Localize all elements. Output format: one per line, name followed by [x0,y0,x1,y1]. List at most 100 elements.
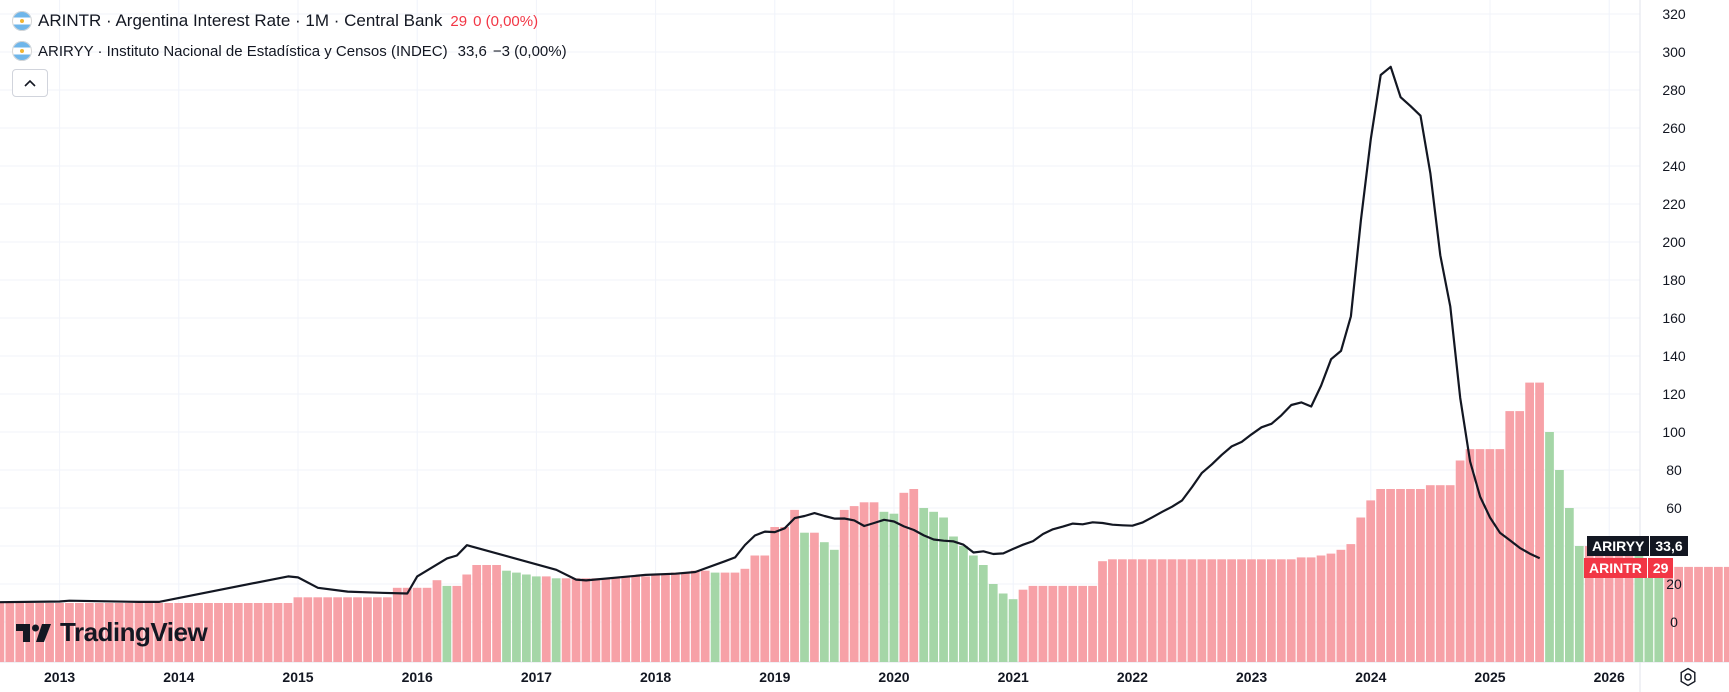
x-tick-label: 2026 [1594,669,1625,685]
arintr-bar [65,603,74,662]
arintr-bar [303,597,313,662]
arintr-bar [0,603,5,662]
arintr-bar [75,603,84,662]
arintr-bar [581,578,591,662]
arintr-bar [432,580,442,662]
arintr-bar [184,603,193,662]
arintr-bar [1048,585,1058,662]
arintr-bar [1485,449,1495,662]
tradingview-logo[interactable]: TradingView [14,617,208,648]
arintr-bar [1346,544,1356,662]
arintr-bar [392,587,402,662]
arintr-bar [293,597,303,662]
arintr-bar [1535,382,1544,662]
arintr-bar [1555,470,1564,662]
arintr-bar [1723,566,1729,662]
arintr-bar [104,603,114,662]
y-tick-label: 120 [1662,386,1686,402]
arintr-bar [680,572,690,662]
arintr-bar [1406,489,1415,662]
x-axis: 2013 2014 2015 2016 2017 2018 2019 2020 2021 2022… [44,669,1625,685]
y-tick-label: 80 [1666,462,1682,478]
settings-icon[interactable] [1678,667,1698,687]
arintr-bar [343,597,352,662]
arintr-bar [1356,517,1366,662]
legend-arintr-name: ARINTR · Argentina Interest Rate · 1M · … [38,11,443,30]
arintr-bar [988,584,998,662]
arintr-bar [452,585,462,662]
arintr-bar [1257,559,1266,662]
arintr-bar [214,603,223,662]
legend-ariryy-value: 33,6 [457,42,487,60]
arintr-bar [333,597,342,662]
arintr-bar [144,603,154,662]
arintr-bar [1187,559,1197,662]
x-tick-label: 2023 [1236,669,1267,685]
arintr-bar [1565,508,1574,662]
legend-arintr-change: 0 (0,00%) [473,12,539,30]
arintr-bar [849,506,859,662]
tradingview-logo-text: TradingView [60,617,208,647]
arintr-bar [531,576,541,662]
arintr-bar [114,603,124,662]
y-tick-label: 200 [1662,234,1686,250]
arintr-bar [224,603,233,662]
arintr-bar [1247,559,1256,662]
arintr-bar [512,572,521,662]
arintr-bar [1376,489,1385,662]
arintr-bar [730,572,740,662]
arintr-bar [1127,559,1137,662]
arintr-bar [690,570,700,662]
arintr-bar [1108,559,1117,662]
x-tick-label: 2016 [402,669,433,685]
arintr-bar [641,576,650,662]
arintr-bar [402,587,412,662]
arintr-bar [611,578,621,662]
arintr-bar [55,603,64,662]
x-tick-label: 2013 [44,669,75,685]
arintr-bar [969,555,978,662]
arintr-bar [273,603,283,662]
arintr-bar [829,549,839,662]
ariryy-price-badge: ARIRYY 33,6 [1587,536,1688,556]
legend-ariryy-name: ARIRYY · Instituto Nacional de Estadísti… [38,42,448,60]
arintr-bar [879,511,889,662]
arintr-bar [859,502,869,662]
y-tick-label: 300 [1662,44,1686,60]
arintr-bar [700,570,710,662]
arintr-bar [561,578,571,662]
arintr-bar [1416,489,1425,662]
x-tick-label: 2019 [759,669,790,685]
arintr-bar [651,574,660,662]
arintr-bar [134,603,144,662]
arintr-bar [482,565,491,662]
arintr-bar [1197,559,1207,662]
arintr-bar [1167,559,1177,662]
ariryy-line [0,65,1541,604]
arintr-bar [889,513,899,662]
collapse-legend-button[interactable] [12,69,48,97]
arintr-bar [1465,449,1475,662]
arintr-bar [164,603,174,662]
arintr-bar [760,555,770,662]
x-tick-label: 2022 [1117,669,1148,685]
arintr-bar [1664,566,1674,662]
legend-ariryy[interactable]: ARIRYY · Instituto Nacional de Estadísti… [12,41,567,61]
y-tick-label: 240 [1662,158,1686,174]
arintr-bar [839,509,849,662]
y-tick-label: 260 [1662,120,1686,136]
arintr-bar [1674,566,1683,662]
x-tick-label: 2015 [282,669,313,685]
arintr-bar [15,603,25,662]
arintr-bar [1495,449,1505,662]
y-tick-label: 280 [1662,82,1686,98]
arintr-bar [601,578,611,662]
arintr-bar [1177,559,1187,662]
ariryy-badge-label: ARIRYY [1587,536,1650,556]
arintr-bar [1286,559,1296,662]
legend-arintr[interactable]: ARINTR · Argentina Interest Rate · 1M · … [12,11,538,31]
arintr-bar [174,603,184,662]
arintr-bar [591,578,601,662]
arintr-bar [621,576,631,662]
y-tick-label: 0 [1670,614,1678,630]
